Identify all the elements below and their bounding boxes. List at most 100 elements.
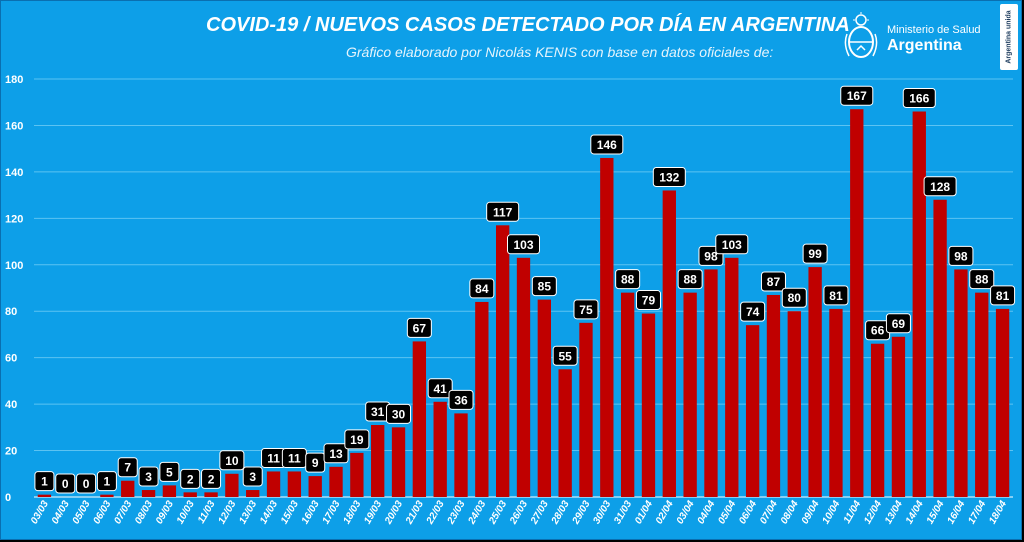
y-tick-label: 160 <box>5 120 23 132</box>
bar <box>204 492 218 497</box>
data-label-box <box>323 443 349 464</box>
data-label-box <box>138 466 159 487</box>
data-label: 9 <box>312 456 319 470</box>
bar <box>745 325 760 497</box>
x-tick-label: 07/04 <box>758 499 780 527</box>
bar <box>766 294 781 497</box>
bar <box>808 267 822 497</box>
chart-subtitle: Gráfico elaborado por Nicolás KENIS con … <box>346 44 774 60</box>
data-label-box <box>242 466 263 487</box>
bar <box>121 480 135 497</box>
data-label-box <box>923 176 957 197</box>
bar <box>995 308 1010 497</box>
data-label: 3 <box>249 470 256 484</box>
x-tick-label: 19/03 <box>362 499 384 527</box>
data-label: 117 <box>493 205 513 219</box>
x-tick-label: 06/03 <box>91 499 113 527</box>
data-label: 81 <box>829 289 843 303</box>
bar <box>683 292 697 497</box>
bar <box>954 269 968 497</box>
data-label: 55 <box>558 349 572 363</box>
data-label: 36 <box>454 393 468 407</box>
data-label-box <box>802 243 828 264</box>
data-label: 2 <box>187 472 194 486</box>
bar <box>350 452 364 497</box>
x-axis-ticks: 03/0304/0305/0306/0307/0308/0309/0310/03… <box>29 499 1009 527</box>
x-tick-label: 20/03 <box>383 499 406 527</box>
bar <box>641 313 656 497</box>
bar <box>475 301 489 497</box>
y-tick-label: 100 <box>5 260 23 272</box>
x-tick-label: 11/04 <box>842 499 864 526</box>
data-label-box <box>531 276 557 297</box>
data-label: 69 <box>892 317 906 331</box>
data-label: 19 <box>350 433 364 447</box>
x-tick-label: 05/04 <box>716 499 738 527</box>
data-label: 75 <box>579 303 593 317</box>
bar <box>704 269 718 497</box>
x-tick-label: 16/04 <box>945 499 967 527</box>
data-label: 81 <box>996 289 1010 303</box>
data-label-box <box>76 473 97 494</box>
data-label: 31 <box>371 405 385 419</box>
data-label-box <box>635 290 661 311</box>
x-tick-label: 14/04 <box>904 499 926 527</box>
data-label-box <box>781 287 807 308</box>
bar <box>371 425 385 497</box>
data-label: 30 <box>392 407 406 421</box>
bar <box>391 427 406 497</box>
x-tick-label: 03/03 <box>29 499 51 527</box>
x-tick-label: 13/04 <box>883 499 905 527</box>
data-label-box <box>180 468 201 489</box>
x-tick-label: 12/04 <box>862 499 884 527</box>
data-label: 84 <box>475 282 489 296</box>
data-label: 88 <box>621 273 635 287</box>
data-label: 87 <box>767 275 781 289</box>
x-tick-label: 25/03 <box>487 499 510 527</box>
ministry-name: Ministerio de Salud <box>887 24 981 36</box>
bar <box>516 257 531 497</box>
bar <box>329 466 343 497</box>
bar <box>725 257 739 497</box>
x-tick-label: 12/03 <box>216 499 238 527</box>
x-tick-label: 13/03 <box>237 499 259 527</box>
bar <box>162 485 177 497</box>
bar <box>558 369 572 497</box>
data-label-box <box>840 85 874 106</box>
data-label-box <box>34 471 55 492</box>
data-label: 167 <box>847 89 867 103</box>
x-tick-label: 09/03 <box>154 499 176 527</box>
data-label-box <box>486 201 520 222</box>
x-tick-label: 21/03 <box>403 499 426 527</box>
data-label-box <box>469 278 495 299</box>
data-label: 128 <box>930 180 950 194</box>
data-label: 5 <box>166 465 173 479</box>
data-label: 74 <box>746 305 760 319</box>
data-label: 166 <box>909 92 929 106</box>
bar <box>891 336 906 497</box>
bar <box>454 413 468 497</box>
x-tick-label: 24/03 <box>466 499 489 527</box>
bar <box>100 494 114 497</box>
data-label-box <box>760 271 786 292</box>
bar <box>870 343 885 497</box>
data-label-box <box>427 378 453 399</box>
bar <box>496 225 510 498</box>
data-label-box <box>902 88 936 109</box>
data-label: 66 <box>871 324 885 338</box>
x-tick-label: 15/03 <box>279 499 301 527</box>
x-tick-label: 02/04 <box>654 499 676 527</box>
data-label-box <box>507 234 540 255</box>
bar <box>183 492 197 497</box>
bar <box>287 471 302 497</box>
bar <box>933 199 947 497</box>
x-tick-label: 09/04 <box>800 499 822 527</box>
x-tick-label: 16/03 <box>300 499 322 527</box>
y-tick-label: 180 <box>5 74 23 86</box>
x-tick-label: 08/04 <box>779 499 801 527</box>
data-label-box <box>573 299 599 320</box>
data-label-box <box>677 269 703 290</box>
